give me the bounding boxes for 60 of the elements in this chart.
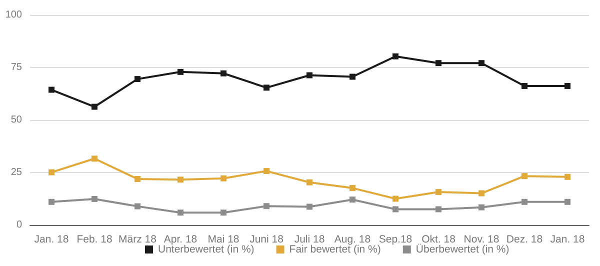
point	[264, 84, 270, 91]
y-tick-label: 0	[16, 220, 22, 230]
x-tick-label: Okt. 18	[422, 234, 456, 246]
point	[436, 189, 442, 196]
point	[178, 176, 184, 183]
x-tick-label: Dez. 18	[506, 234, 543, 246]
point	[436, 60, 442, 66]
point	[478, 60, 484, 66]
point	[48, 169, 54, 176]
x-tick-label: Jan. 18	[550, 234, 585, 246]
x-tick-label: Mai 18	[208, 234, 240, 246]
point	[306, 72, 312, 78]
y-tick-label: 25	[10, 167, 22, 178]
point	[522, 173, 528, 180]
legend-label: Unterbewertet (in %)	[158, 244, 254, 256]
point	[48, 86, 54, 93]
point	[264, 168, 270, 174]
point	[392, 206, 398, 212]
point	[48, 198, 54, 205]
x-tick-label: März 18	[118, 234, 157, 246]
x-tick-label: Feb. 18	[76, 234, 112, 246]
point	[478, 190, 484, 196]
point	[564, 82, 570, 89]
point	[350, 74, 356, 80]
point	[522, 82, 528, 89]
point	[264, 203, 270, 210]
point	[392, 53, 398, 60]
point	[92, 104, 98, 110]
point	[350, 196, 356, 203]
x-tick-label: Juli 18	[294, 234, 325, 246]
legend-label: Fair bewertet (in %)	[289, 244, 381, 256]
x-tick-label: Aug. 18	[334, 234, 371, 246]
point	[178, 68, 184, 75]
x-tick-label: Sep.18	[378, 234, 412, 246]
x-tick-label: Jan. 18	[34, 234, 69, 246]
point	[564, 198, 570, 205]
point	[178, 210, 184, 216]
point	[92, 196, 98, 202]
legend-label: Überbewertet (in %)	[416, 244, 510, 256]
point	[220, 70, 226, 76]
y-tick-label: 50	[10, 114, 22, 126]
point	[564, 174, 570, 180]
point	[478, 204, 484, 210]
point	[306, 204, 312, 210]
y-tick-label: 75	[10, 62, 22, 73]
point	[92, 156, 98, 162]
x-tick-label: Juni 18	[250, 234, 284, 246]
point	[220, 175, 226, 182]
point	[134, 203, 140, 210]
point	[522, 198, 528, 205]
x-tick-label: Nov. 18	[464, 234, 500, 246]
point	[350, 185, 356, 192]
point	[134, 176, 140, 182]
x-tick-label: Apr. 18	[164, 234, 198, 246]
point	[220, 210, 226, 216]
point	[436, 206, 442, 212]
point	[134, 76, 140, 82]
point	[306, 179, 312, 186]
point	[392, 196, 398, 202]
y-tick-label: 100	[5, 10, 22, 20]
